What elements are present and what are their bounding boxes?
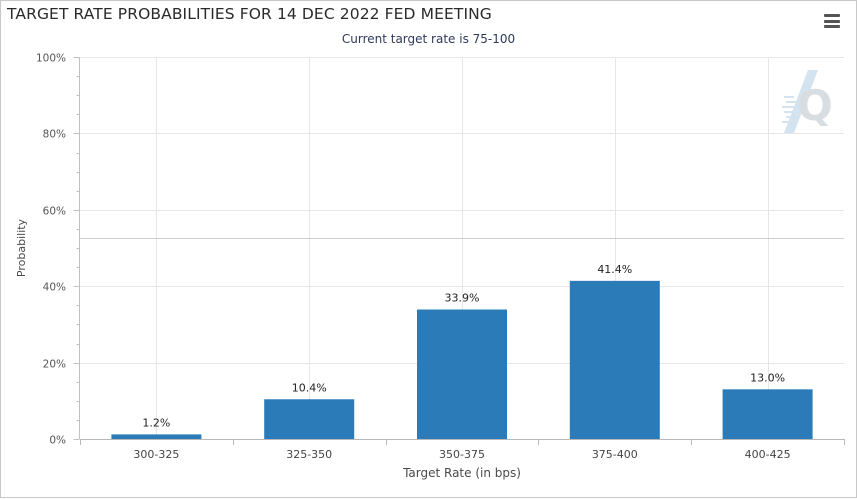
x-tick-label: 400-425 [745, 448, 791, 461]
x-tick-label: 375-400 [592, 448, 638, 461]
data-label: 1.2% [142, 416, 170, 429]
axes: 0% 20% 40% 60% 80% 100% 300-325 325-350 350-375 3… [36, 53, 845, 461]
bar[interactable] [417, 309, 507, 439]
bar[interactable] [111, 434, 202, 439]
x-axis-label: Target Rate (in bps) [402, 466, 521, 480]
x-tick-label: 300-325 [133, 448, 179, 461]
hamburger-menu-icon[interactable] [822, 12, 842, 30]
bar[interactable] [569, 280, 660, 439]
bar[interactable] [264, 399, 355, 439]
data-labels: 1.2% 10.4% 33.9% 41.4% 13.0% [142, 263, 785, 430]
svg-text:Q: Q [797, 81, 833, 130]
bars [111, 280, 813, 439]
chart-title: TARGET RATE PROBABILITIES FOR 14 DEC 202… [7, 5, 492, 23]
bar[interactable] [722, 389, 813, 439]
y-tick-label: 60% [43, 206, 66, 218]
x-tick-label: 350-375 [439, 448, 485, 461]
y-tick-label: 40% [43, 282, 66, 294]
x-tick-label: 325-350 [286, 448, 332, 461]
cme-q-logo-icon: Q [782, 70, 833, 133]
data-label: 41.4% [597, 263, 632, 276]
data-label: 10.4% [292, 381, 327, 394]
data-label: 33.9% [445, 292, 480, 305]
y-tick-label: 100% [36, 53, 66, 65]
data-label: 13.0% [750, 371, 785, 384]
y-tick-label: 80% [43, 129, 66, 141]
y-tick-label: 20% [43, 359, 66, 371]
chart-subtitle: Current target rate is 75-100 [341, 32, 516, 46]
y-tick-label: 0% [49, 435, 66, 447]
y-axis-label: Probability [15, 218, 28, 277]
